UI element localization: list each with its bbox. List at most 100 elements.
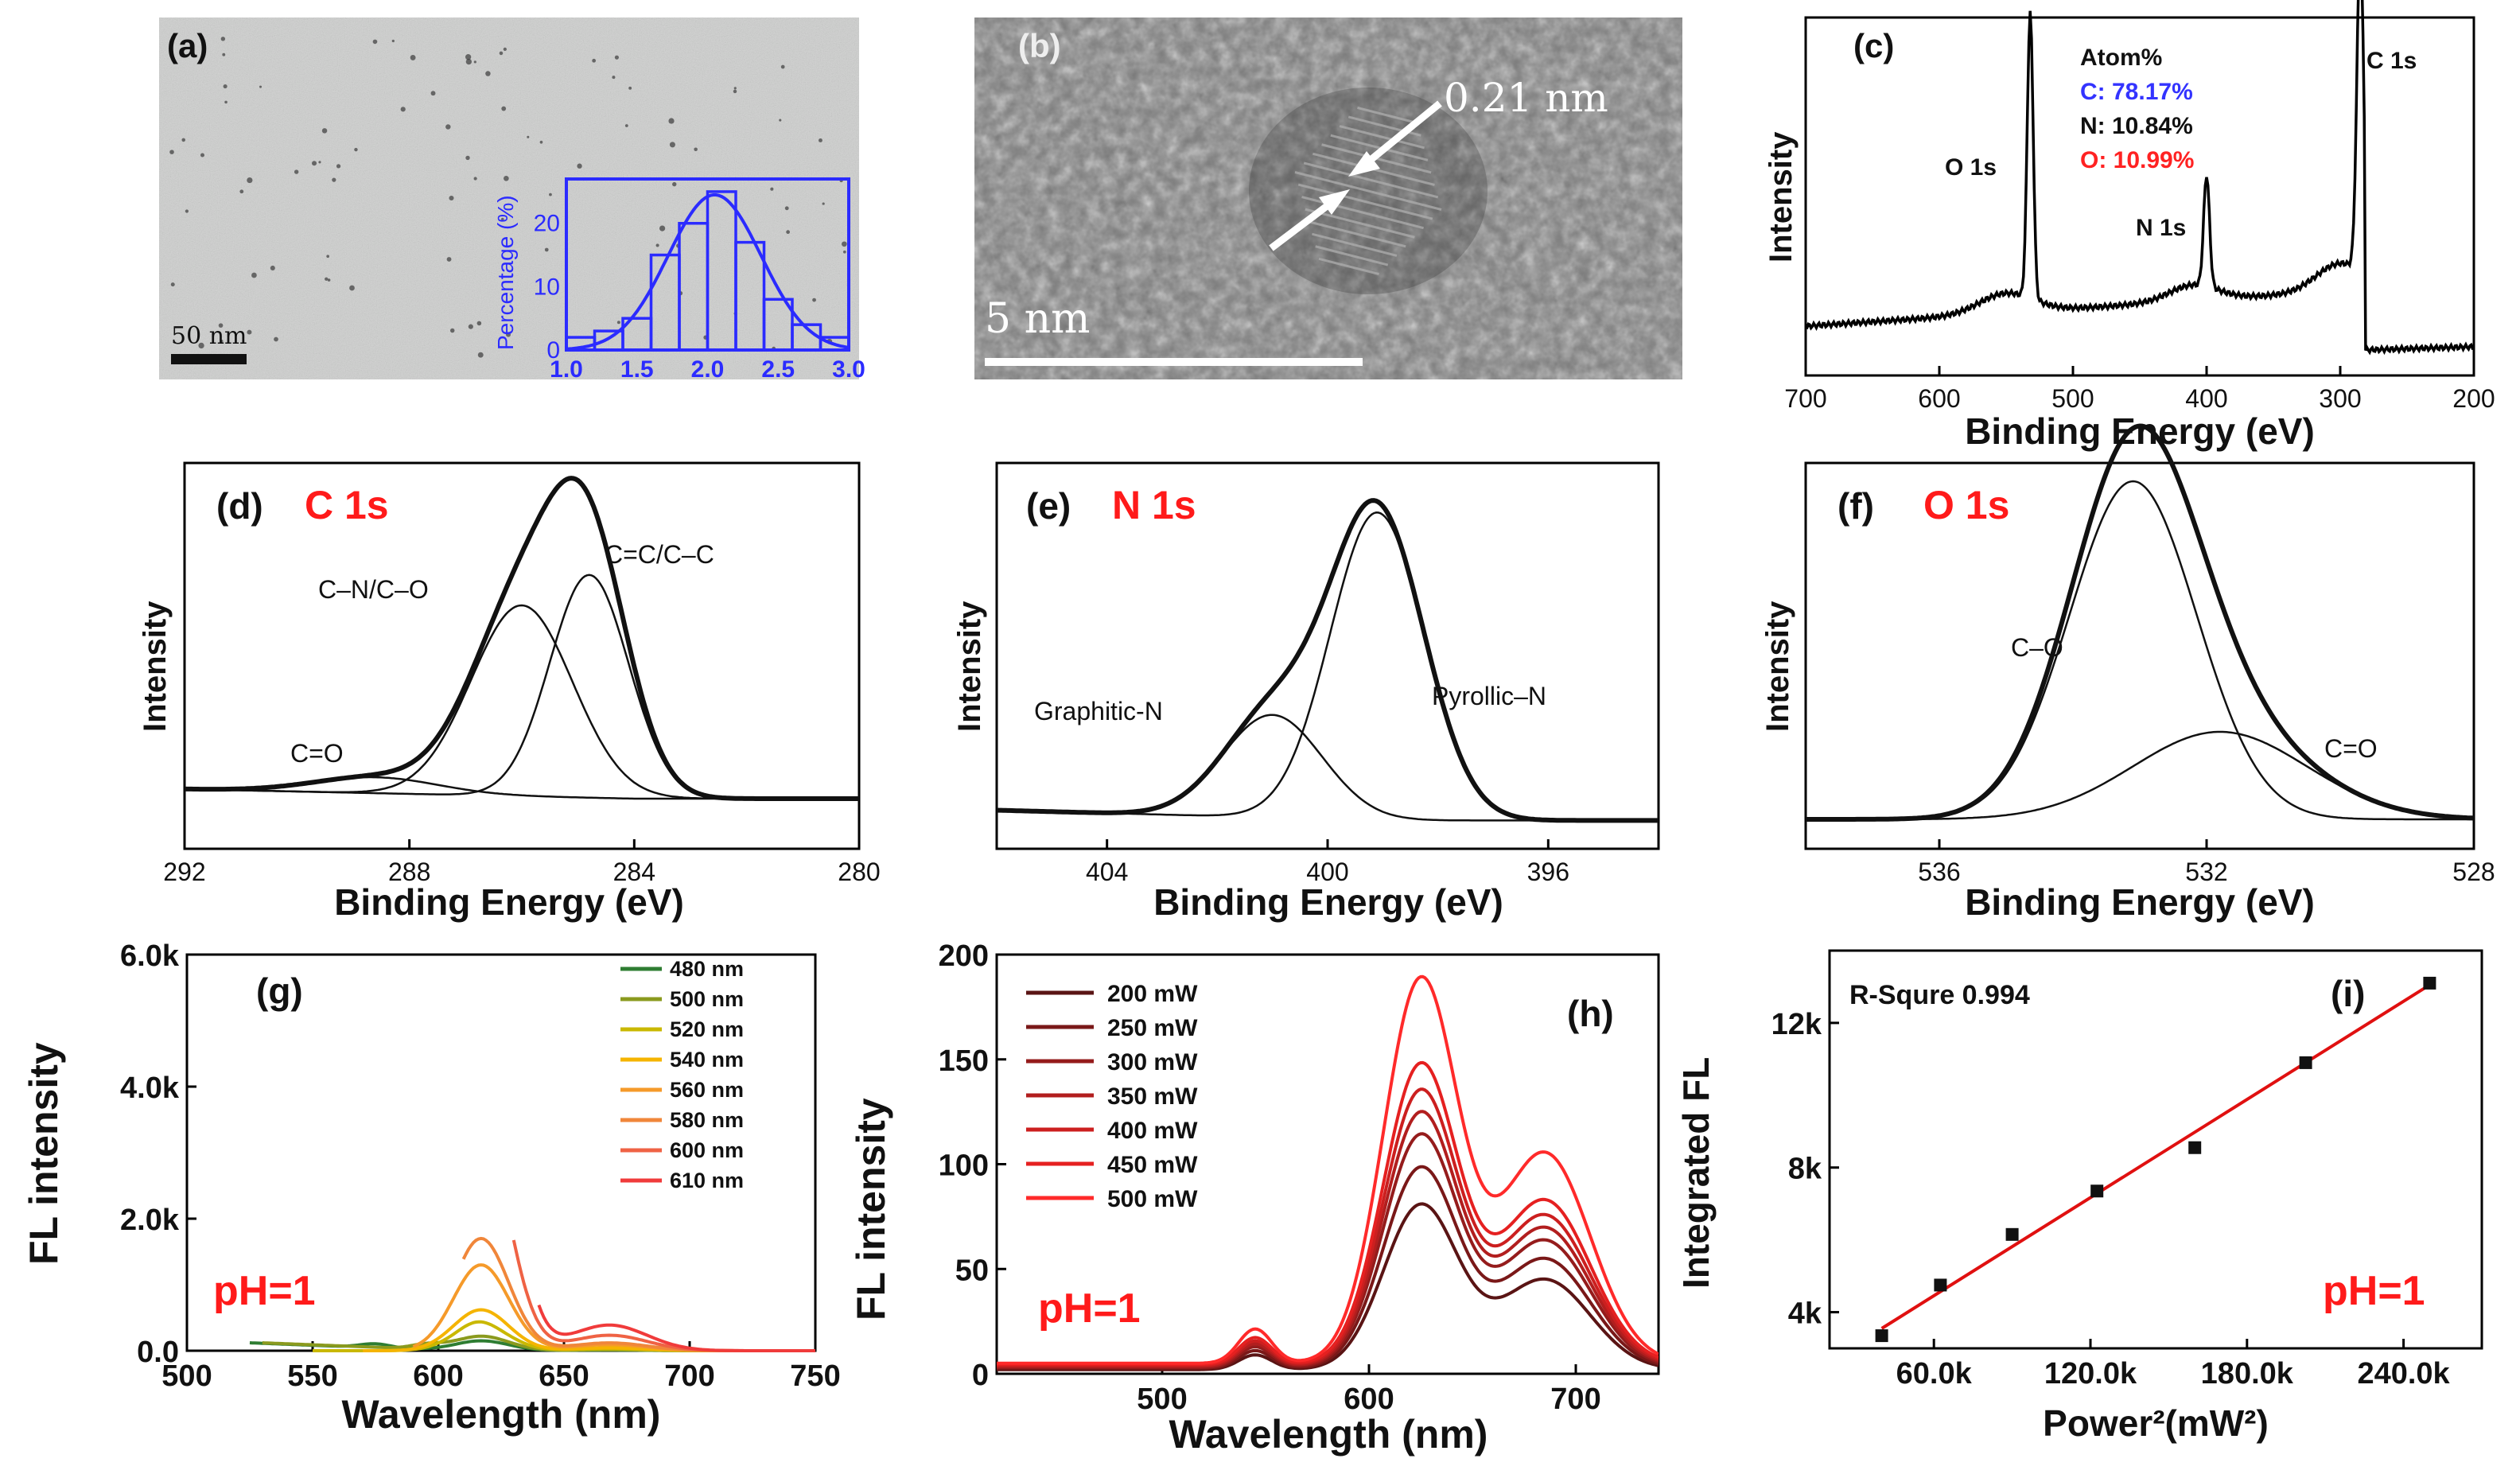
x-tick-label: 292	[163, 858, 205, 886]
linear-fit-plot	[1875, 976, 2436, 1343]
tem-dot	[812, 298, 816, 302]
excitation-curve	[537, 1304, 815, 1352]
component-peak	[996, 714, 1659, 822]
x-tick-label: 180.0k	[2201, 1357, 2294, 1390]
y-tick-label: 4.0k	[120, 1072, 180, 1105]
panel-f-label: (f)	[1838, 485, 1874, 527]
y-tick-label: 6.0k	[120, 939, 180, 973]
tem-dot	[733, 87, 737, 90]
tem-dot	[294, 169, 299, 174]
y-tick-label: 12k	[1771, 1008, 1822, 1041]
tem-dot	[628, 86, 632, 90]
axes-h: 500 600 700 0 50 100 150 200	[939, 939, 1601, 1416]
tem-dot	[842, 250, 846, 254]
scale-bar-b	[985, 358, 1363, 366]
tem-dot	[449, 328, 455, 333]
tem-dot	[325, 277, 329, 281]
legend-label: 540 nm	[670, 1048, 744, 1072]
tem-dot	[247, 329, 252, 335]
panel-c-label: (c)	[1853, 27, 1894, 64]
tem-dot	[445, 124, 451, 130]
tem-dot	[624, 124, 628, 127]
legend-label: 300 mW	[1107, 1049, 1198, 1075]
data-point	[1875, 1329, 1888, 1343]
y-tick-label: 200	[939, 939, 989, 973]
tem-dot	[780, 64, 785, 69]
axes-i: 60.0k 120.0k 180.0k 240.0k 4k 8k 12k	[1771, 1008, 2451, 1390]
tem-dot	[779, 119, 782, 122]
legend-label: 400 mW	[1107, 1118, 1198, 1144]
tem-dot	[259, 85, 262, 88]
legend-label: 250 mW	[1107, 1015, 1198, 1041]
r-squared-label: R-Squre 0.994	[1849, 980, 2030, 1010]
survey-spectrum	[1805, 0, 2475, 356]
tem-dot	[321, 128, 328, 134]
tem-dot	[430, 91, 436, 96]
inset-x-tick: 3.0	[832, 356, 865, 383]
panel-d-label: (d)	[216, 485, 263, 527]
legend-label: 580 nm	[670, 1108, 744, 1132]
component-peak	[184, 574, 859, 800]
y-axis-label-i: Integrated FL	[1675, 1057, 1717, 1289]
tem-dot	[354, 147, 358, 152]
element-e: N 1s	[1112, 483, 1196, 527]
tem-dot	[501, 217, 504, 221]
d-spacing-label: 0.21 nm	[1444, 75, 1608, 121]
fringe-line	[1301, 196, 1424, 230]
x-tick-label: 532	[2185, 858, 2227, 886]
y-tick-label: 150	[939, 1044, 989, 1078]
tem-grain-a	[159, 18, 859, 379]
x-tick-label: 750	[790, 1359, 840, 1393]
fringe-line	[1305, 208, 1415, 239]
panel-g-label: (g)	[256, 970, 303, 1012]
panel-c: 700 600 500 400 300 200 (c) Atom% C: 78.17% N…	[1764, 0, 2495, 452]
x-tick-label: 404	[1086, 858, 1128, 886]
x-tick-label: 240.0k	[2357, 1357, 2450, 1390]
ph-label-i: pH=1	[2323, 1268, 2425, 1314]
tem-dot	[473, 177, 477, 181]
y-tick-label: 8k	[1788, 1153, 1822, 1186]
power-curves	[997, 974, 1659, 1371]
linear-fit-line	[1880, 983, 2431, 1330]
x-tick-label: 200	[2452, 384, 2495, 413]
plot-frame-c	[1804, 16, 2475, 377]
y-axis-label-g: FL intensity	[21, 1042, 66, 1265]
legend-label: 560 nm	[670, 1078, 744, 1102]
x-tick-label: 600	[413, 1359, 463, 1393]
tem-dot	[784, 206, 789, 211]
x-tick-label: 536	[1918, 858, 1960, 886]
peak-label-cn: C–N/C–O	[318, 575, 429, 604]
tem-dot	[220, 339, 224, 344]
x-tick-label: 500	[1137, 1383, 1187, 1416]
tem-dot	[465, 54, 472, 60]
tem-dot	[239, 189, 244, 194]
x-ticks-c: 700 600 500 400 300 200	[1784, 366, 2495, 413]
y-tick-label: 4k	[1788, 1297, 1822, 1331]
tem-dot	[465, 58, 472, 65]
legend-label: 600 nm	[670, 1138, 744, 1162]
tem-dot	[169, 150, 174, 154]
tem-dot	[218, 323, 224, 328]
tem-dot	[247, 177, 253, 184]
histogram-bar	[734, 240, 766, 352]
tem-dot	[400, 107, 406, 112]
x-tick-label: 600	[1344, 1383, 1394, 1416]
data-point	[2299, 1056, 2312, 1069]
atom-c: C: 78.17%	[2080, 79, 2193, 105]
tem-dot	[200, 153, 205, 158]
tem-dot	[614, 55, 619, 60]
element-d: C 1s	[305, 483, 389, 527]
tem-dot	[224, 100, 228, 104]
scale-bar-a	[171, 354, 247, 364]
legend-label: 520 nm	[670, 1017, 744, 1041]
tem-dot	[477, 352, 484, 358]
panel-i: 60.0k 120.0k 180.0k 240.0k 4k 8k 12k R-Squre 0…	[1675, 949, 2483, 1444]
tem-dot	[326, 255, 330, 259]
tem-dot	[274, 336, 278, 342]
tem-dot	[655, 243, 659, 247]
peak-label-co-d: C=O	[290, 739, 344, 768]
x-tick-label: 700	[664, 1359, 714, 1393]
inset-y-tick: 10	[534, 274, 560, 300]
x-axis-label-f: Binding Energy (eV)	[1965, 881, 2315, 923]
